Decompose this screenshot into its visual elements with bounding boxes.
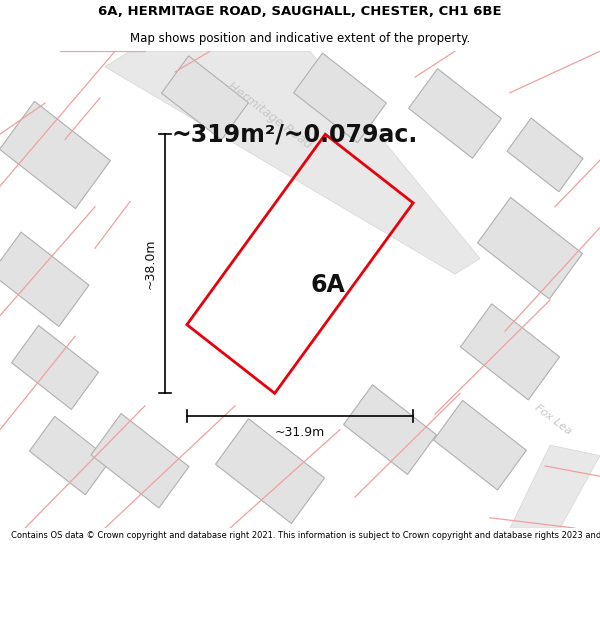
Polygon shape	[29, 416, 110, 495]
Text: Map shows position and indicative extent of the property.: Map shows position and indicative extent…	[130, 32, 470, 45]
Polygon shape	[434, 401, 526, 490]
Text: Hermitage Road: Hermitage Road	[226, 80, 314, 151]
Polygon shape	[11, 326, 98, 409]
Polygon shape	[409, 69, 502, 158]
Text: ~31.9m: ~31.9m	[275, 426, 325, 439]
Polygon shape	[161, 56, 248, 140]
Text: 6A: 6A	[311, 272, 346, 296]
Text: ~38.0m: ~38.0m	[144, 239, 157, 289]
Polygon shape	[510, 445, 600, 528]
Polygon shape	[344, 385, 436, 474]
Polygon shape	[460, 304, 560, 400]
Text: Contains OS data © Crown copyright and database right 2021. This information is : Contains OS data © Crown copyright and d…	[11, 531, 600, 540]
Text: ~319m²/~0.079ac.: ~319m²/~0.079ac.	[172, 122, 418, 146]
Polygon shape	[478, 198, 583, 299]
Polygon shape	[0, 232, 89, 326]
Polygon shape	[105, 51, 480, 274]
Text: 6A, HERMITAGE ROAD, SAUGHALL, CHESTER, CH1 6BE: 6A, HERMITAGE ROAD, SAUGHALL, CHESTER, C…	[98, 5, 502, 18]
Polygon shape	[293, 53, 386, 143]
Polygon shape	[91, 414, 189, 508]
Polygon shape	[0, 101, 110, 209]
Text: Fox Lea: Fox Lea	[533, 402, 573, 436]
Polygon shape	[215, 419, 325, 524]
Polygon shape	[507, 118, 583, 192]
